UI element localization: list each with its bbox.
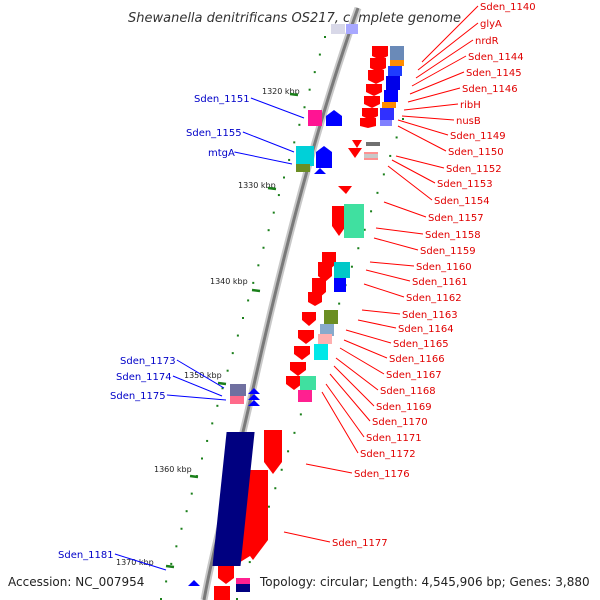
- gene-label-left: Sden_1181: [58, 550, 114, 561]
- gene-box: [346, 24, 358, 34]
- tick-mark: [217, 381, 227, 386]
- forward-strand-features: [188, 110, 342, 586]
- tick-label: 1340 kbp: [210, 277, 248, 286]
- gene-features: [188, 24, 404, 600]
- gene-label-right: Sden_1163: [402, 310, 458, 321]
- gene-label-right: Sden_1172: [360, 449, 416, 460]
- gene-label-right: Sden_1168: [380, 386, 436, 397]
- left-gene-labels: Sden_1151 Sden_1155 mtgA Sden_1173 Sden_1174…: [58, 94, 250, 561]
- gene-label-right: Sden_1144: [468, 52, 524, 63]
- gene-label-right: Sden_1164: [398, 324, 454, 335]
- gene-label-right: Sden_1166: [389, 354, 445, 365]
- gene-label-right: Sden_1170: [372, 417, 428, 428]
- gene-label-left: Sden_1151: [194, 94, 250, 105]
- accession-text: Accession: NC_007954: [8, 575, 144, 589]
- tick-label: 1360 kbp: [154, 465, 192, 474]
- gene-label-left: Sden_1155: [186, 128, 242, 139]
- tick-mark: [165, 564, 175, 569]
- gene-label-right: Sden_1171: [366, 433, 422, 444]
- gene-label-right: Sden_1158: [425, 230, 481, 241]
- gene-label-right: Sden_1145: [466, 68, 522, 79]
- gene-label-right: nrdR: [475, 36, 499, 47]
- gene-label-right: Sden_1177: [332, 538, 388, 549]
- gene-label-right: Sden_1159: [420, 246, 476, 257]
- gene-label-right: Sden_1165: [393, 339, 449, 350]
- gene-label-right: Sden_1157: [428, 213, 484, 224]
- map-title: Shewanella denitrificans OS217, complete…: [128, 11, 461, 26]
- tick-mark: [267, 186, 277, 191]
- gene-label-right: Sden_1161: [412, 277, 468, 288]
- tick-mark: [289, 92, 299, 97]
- gene-label-right: Sden_1150: [448, 147, 504, 158]
- gene-box: [331, 24, 345, 34]
- gene-label-right: Sden_1160: [416, 262, 472, 273]
- gene-label-left: Sden_1175: [110, 391, 166, 402]
- left-leader-lines: [114, 97, 305, 571]
- gene-label-right: nusB: [456, 116, 481, 127]
- gene-label-right: Sden_1169: [376, 402, 432, 413]
- gene-label-right: Sden_1154: [434, 196, 490, 207]
- gene-label-right: Sden_1176: [354, 469, 410, 480]
- genome-summary-text: Topology: circular; Length: 4,545,906 bp…: [259, 575, 590, 589]
- gene-label-right: Sden_1149: [450, 131, 506, 142]
- gene-label-right: Sden_1140: [480, 2, 536, 13]
- tick-mark: [189, 474, 199, 479]
- tick-label: 1370 kbp: [116, 558, 154, 567]
- gene-label-left: mtgA: [208, 148, 235, 159]
- gene-label-right: Sden_1153: [437, 179, 493, 190]
- right-gene-labels: Sden_1140 glyA nrdR Sden_1144 Sden_1145 Sden_…: [332, 2, 536, 549]
- gene-boxes: [212, 46, 404, 592]
- gene-label-right: Sden_1146: [462, 84, 518, 95]
- gene-label-right: ribH: [460, 100, 481, 111]
- gene-label-right: Sden_1162: [406, 293, 462, 304]
- tick-mark: [251, 288, 261, 293]
- tick-label: 1320 kbp: [262, 87, 300, 96]
- gene-label-right: Sden_1167: [386, 370, 442, 381]
- gene-label-right: glyA: [480, 19, 502, 30]
- right-leader-lines: [283, 5, 479, 543]
- gene-label-right: Sden_1152: [446, 164, 502, 175]
- gene-label-left: Sden_1174: [116, 372, 172, 383]
- gene-label-left: Sden_1173: [120, 356, 176, 367]
- tick-label: 1330 kbp: [238, 181, 276, 190]
